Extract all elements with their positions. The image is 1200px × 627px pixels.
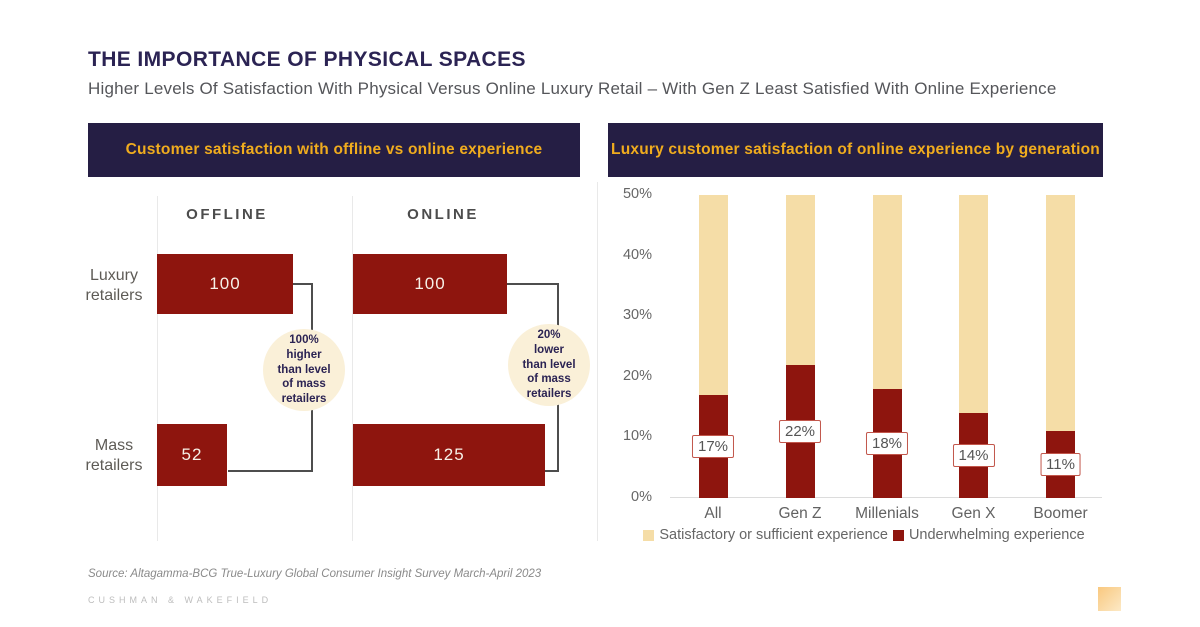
category-label-boomer: Boomer xyxy=(1033,505,1088,522)
y-axis-tick: 10% xyxy=(622,428,652,445)
panel-divider-line xyxy=(597,182,598,541)
y-axis-tick: 0% xyxy=(631,489,652,505)
legend-item: Satisfactory or sufficient experience xyxy=(643,527,888,543)
bar-online-mass-value: 125 xyxy=(433,445,465,464)
page-title: THE IMPORTANCE OF PHYSICAL SPACES xyxy=(88,48,526,71)
generation-chart-plot: 17% All 22% Gen Z 18% Millenials 14% Gen X 11% Bo… xyxy=(608,195,1103,522)
category-label-gen-x: Gen X xyxy=(951,505,996,522)
legend-swatch-icon xyxy=(892,529,904,541)
category-label-millenials: Millenials xyxy=(855,505,919,522)
annotation-circle-online: 20% lower than level of mass retailers xyxy=(508,324,590,406)
segment-satisfactory xyxy=(959,195,988,413)
category-label-gen-z: Gen Z xyxy=(778,505,822,522)
stacked-bar-boomer: 11% xyxy=(1040,195,1081,498)
segment-satisfactory xyxy=(785,195,815,365)
bar-offline-mass-value: 52 xyxy=(181,445,203,464)
generation-chart-legend: Satisfactory or sufficient experience Und… xyxy=(608,527,1120,543)
annotation-offline-text: 100% higher than level of mass retailers xyxy=(277,333,331,406)
corner-decoration-square xyxy=(1098,587,1121,611)
legend-swatch-icon xyxy=(643,529,655,541)
bar-online-luxury: 100 xyxy=(353,254,507,314)
stacked-bar-millenials: 18% xyxy=(865,195,909,498)
bar-offline-mass: 52 xyxy=(157,424,227,486)
y-axis-tick: 50% xyxy=(622,186,652,202)
legend-label: Satisfactory or sufficient experience xyxy=(659,527,888,543)
page-subtitle: Higher Levels Of Satisfaction With Physi… xyxy=(88,79,1057,98)
legend-label: Underwhelming experience xyxy=(908,527,1085,543)
annotation-online-text: 20% lower than level of mass retailers xyxy=(522,328,576,401)
left-chart-axis-line-2 xyxy=(352,196,353,541)
category-label-all: All xyxy=(704,505,722,522)
source-note: Source: Altagamma-BCG True-Luxury Global… xyxy=(88,568,542,580)
stacked-bar-gen-x: 14% xyxy=(952,195,995,498)
y-axis-tick: 40% xyxy=(622,246,652,263)
bar-value-label: 11% xyxy=(1040,452,1081,476)
bar-value-label: 14% xyxy=(952,443,995,467)
stacked-bar-gen-z: 22% xyxy=(778,195,822,498)
left-panel-header-label: Customer satisfaction with offline vs on… xyxy=(125,141,543,158)
bar-offline-luxury-value: 100 xyxy=(209,274,241,293)
left-panel-header: Customer satisfaction with offline vs on… xyxy=(88,123,580,177)
row-label-luxury-retailers: Luxury retailers xyxy=(85,267,143,305)
bar-offline-luxury: 100 xyxy=(157,254,293,314)
bar-online-luxury-value: 100 xyxy=(414,274,446,293)
left-chart-axis-line-1 xyxy=(157,196,158,541)
annotation-circle-offline: 100% higher than level of mass retailers xyxy=(263,329,345,411)
stacked-bar-all: 17% xyxy=(691,195,735,498)
column-header-online: ONLINE xyxy=(407,206,479,223)
segment-satisfactory xyxy=(1046,195,1075,431)
row-label-mass-retailers: Mass retailers xyxy=(85,437,143,475)
bar-value-label: 17% xyxy=(691,434,735,458)
bar-online-mass: 125 xyxy=(353,424,545,486)
y-axis-tick: 20% xyxy=(622,367,652,384)
right-panel-header: Luxury customer satisfaction of online e… xyxy=(608,123,1103,177)
bar-value-label: 22% xyxy=(778,419,822,443)
segment-satisfactory xyxy=(872,195,902,389)
right-panel-header-label: Luxury customer satisfaction of online e… xyxy=(611,141,1100,158)
segment-satisfactory xyxy=(698,195,728,395)
y-axis-tick: 30% xyxy=(622,307,652,324)
generation-chart-yticks: 50% 40% 30% 20% 10% 0% xyxy=(596,186,652,505)
brand-wordmark: CUSHMAN & WAKEFIELD xyxy=(88,595,273,605)
column-header-offline: OFFLINE xyxy=(186,206,268,223)
legend-item: Underwhelming experience xyxy=(892,527,1085,543)
bar-value-label: 18% xyxy=(865,431,909,455)
